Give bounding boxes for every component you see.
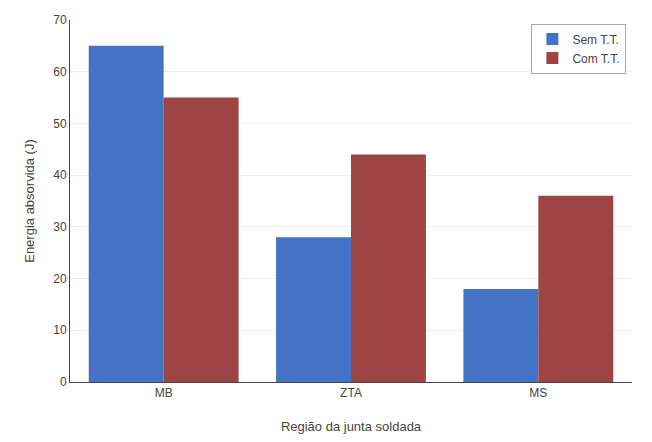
svg-text:Energia absorvida (J): Energia absorvida (J) [22, 139, 37, 263]
svg-text:Região da junta soldada: Região da junta soldada [281, 419, 422, 434]
svg-text:0: 0 [60, 375, 67, 389]
svg-text:Com T.T.: Com T.T. [572, 52, 619, 66]
svg-text:ZTA: ZTA [340, 386, 362, 400]
svg-text:MB: MB [155, 386, 173, 400]
svg-text:MS: MS [529, 386, 547, 400]
svg-text:70: 70 [53, 13, 67, 27]
svg-text:10: 10 [53, 323, 67, 337]
svg-text:20: 20 [53, 272, 67, 286]
svg-text:Sem T.T.: Sem T.T. [572, 33, 618, 47]
svg-text:30: 30 [53, 220, 67, 234]
svg-text:50: 50 [53, 117, 67, 131]
svg-text:40: 40 [53, 168, 67, 182]
svg-text:60: 60 [53, 65, 67, 79]
